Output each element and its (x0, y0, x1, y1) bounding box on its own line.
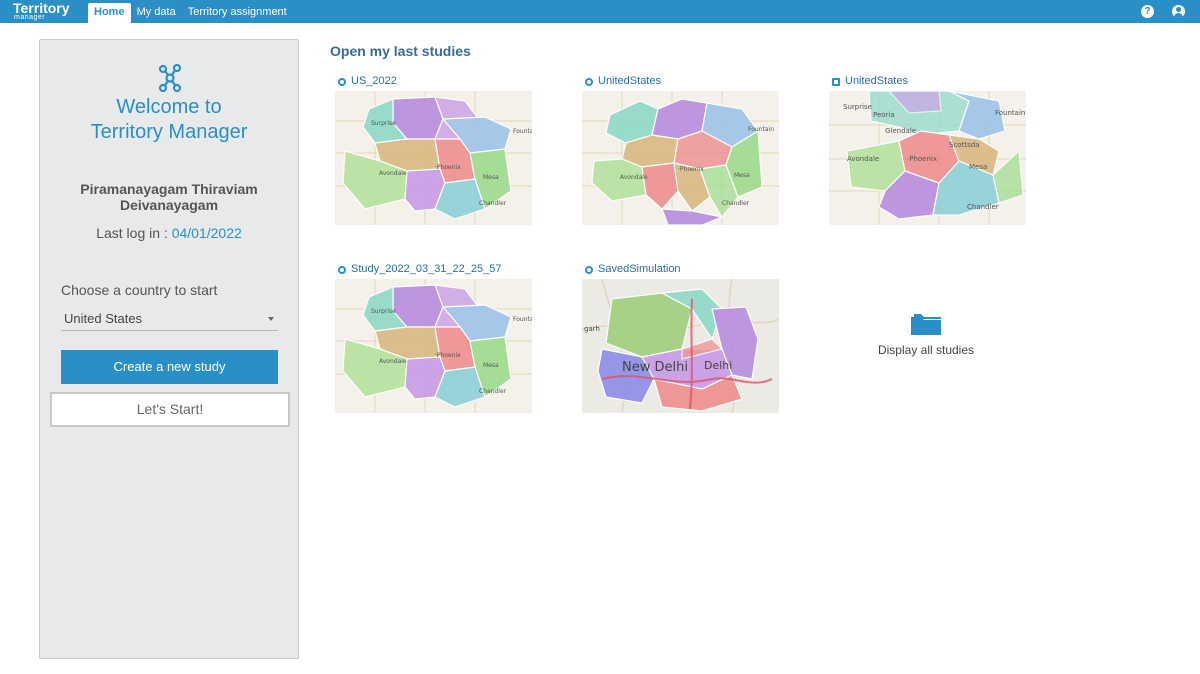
user-icon[interactable] (1172, 5, 1185, 18)
study-card[interactable]: UnitedStates Surprise Peoria Glen (829, 75, 1026, 225)
study-radio-icon (338, 266, 346, 274)
svg-text:Mesa: Mesa (734, 172, 750, 179)
svg-text:Avondale: Avondale (847, 155, 879, 163)
choose-country-label: Choose a country to start (61, 282, 218, 298)
svg-text:Fountain: Fountain (513, 316, 532, 323)
nav-territory-assignment[interactable]: Territory assignment (187, 6, 287, 18)
main-nav: Home My data Territory assignment (88, 3, 293, 23)
svg-text:Scottsda: Scottsda (949, 141, 979, 149)
svg-text:Delhi: Delhi (704, 359, 732, 372)
country-select[interactable]: United States (61, 309, 278, 331)
svg-text:Glendale: Glendale (885, 127, 916, 135)
display-all-studies-button[interactable]: Display all studies (870, 310, 982, 360)
top-nav-bar: Territory manager Home My data Territory… (0, 0, 1200, 23)
lets-start-button[interactable]: Let's Start! (50, 392, 290, 427)
svg-text:Fountain: Fountain (513, 128, 532, 135)
study-name: UnitedStates (598, 75, 661, 87)
study-map-thumbnail[interactable]: Surprise ·Phoenix Avondale Mesa Fountain Ch… (335, 91, 532, 225)
svg-text:·Phoenix: ·Phoenix (435, 352, 461, 359)
svg-text:New Delhi: New Delhi (622, 360, 688, 375)
logo-main-text: Territory (13, 0, 70, 16)
svg-text:Chandler: Chandler (479, 200, 507, 207)
country-select-value: United States (64, 311, 143, 326)
svg-text:Avondale: Avondale (379, 170, 407, 177)
section-title: Open my last studies (330, 43, 471, 59)
study-radio-icon (585, 78, 593, 86)
nav-my-data[interactable]: My data (136, 6, 176, 18)
study-label[interactable]: UnitedStates (829, 75, 1026, 89)
study-map-thumbnail[interactable]: New Delhi Delhi garh (582, 279, 779, 413)
study-checkbox-icon (832, 78, 840, 86)
study-card[interactable]: UnitedStates ·Phoenix A (582, 75, 779, 225)
study-label[interactable]: UnitedStates (582, 75, 779, 89)
svg-text:Mesa: Mesa (483, 174, 499, 181)
help-icon[interactable]: ? (1141, 5, 1154, 18)
study-card[interactable]: Study_2022_03_31_22_25_57 Surpr (335, 263, 532, 413)
study-name: US_2022 (351, 75, 397, 87)
study-label[interactable]: Study_2022_03_31_22_25_57 (335, 263, 532, 277)
territory-brand-icon (158, 64, 182, 92)
folder-icon (911, 314, 941, 335)
svg-text:Avondale: Avondale (379, 358, 407, 365)
svg-text:Peoria: Peoria (873, 111, 895, 119)
svg-text:garh: garh (584, 325, 600, 333)
study-map-thumbnail[interactable]: Surprise ·Phoenix Avondale Mesa Fountain Ch… (335, 279, 532, 413)
study-name: UnitedStates (845, 75, 908, 87)
last-login-date: 04/01/2022 (171, 225, 242, 241)
svg-text:Surprise: Surprise (371, 120, 396, 127)
svg-text:Surprise: Surprise (371, 308, 396, 315)
svg-text:Chandler: Chandler (479, 388, 507, 395)
create-new-study-button[interactable]: Create a new study (61, 350, 278, 384)
last-login: Last log in : 04/01/2022 (40, 225, 298, 241)
study-map-thumbnail[interactable]: ·Phoenix Avondale Mesa Fountain Chandler (582, 91, 779, 225)
last-login-label: Last log in : (96, 225, 168, 241)
svg-text:Mesa: Mesa (969, 163, 987, 171)
welcome-heading-line1: Welcome to (116, 96, 222, 118)
svg-text:Chandler: Chandler (722, 200, 750, 207)
study-name: SavedSimulation (598, 263, 681, 275)
svg-text:Fountain: Fountain (995, 109, 1025, 117)
study-label[interactable]: SavedSimulation (582, 263, 779, 277)
user-name: Piramanayagam Thiraviam Deivanayagam (80, 181, 258, 213)
svg-text:Surprise: Surprise (843, 103, 872, 111)
welcome-panel: Welcome to Territory Manager Piramanayag… (39, 39, 299, 659)
svg-text:Mesa: Mesa (483, 362, 499, 369)
display-all-studies-label: Display all studies (877, 343, 975, 357)
svg-text:·Phoenix: ·Phoenix (435, 164, 461, 171)
svg-text:Fountain: Fountain (748, 126, 774, 133)
welcome-heading-line2: Territory Manager (90, 121, 248, 143)
svg-text:Chandler: Chandler (967, 203, 999, 211)
svg-text:Avondale: Avondale (620, 174, 648, 181)
study-map-thumbnail[interactable]: Surprise Peoria Glendale Fountain Avondale… (829, 91, 1026, 225)
nav-home[interactable]: Home (88, 3, 131, 23)
territory-manager-logo[interactable]: Territory manager (13, 1, 77, 22)
svg-text:·Phoenix: ·Phoenix (907, 155, 937, 163)
study-card[interactable]: US_2022 Surprise ·Phoenix (335, 75, 532, 225)
study-name: Study_2022_03_31_22_25_57 (351, 263, 502, 275)
study-card[interactable]: SavedSimulation N (582, 263, 779, 413)
svg-text:·Phoenix: ·Phoenix (678, 166, 704, 173)
study-label[interactable]: US_2022 (335, 75, 532, 89)
study-radio-icon (585, 266, 593, 274)
chevron-down-icon (268, 317, 274, 321)
logo-sub-text: manager (14, 14, 46, 21)
study-radio-icon (338, 78, 346, 86)
